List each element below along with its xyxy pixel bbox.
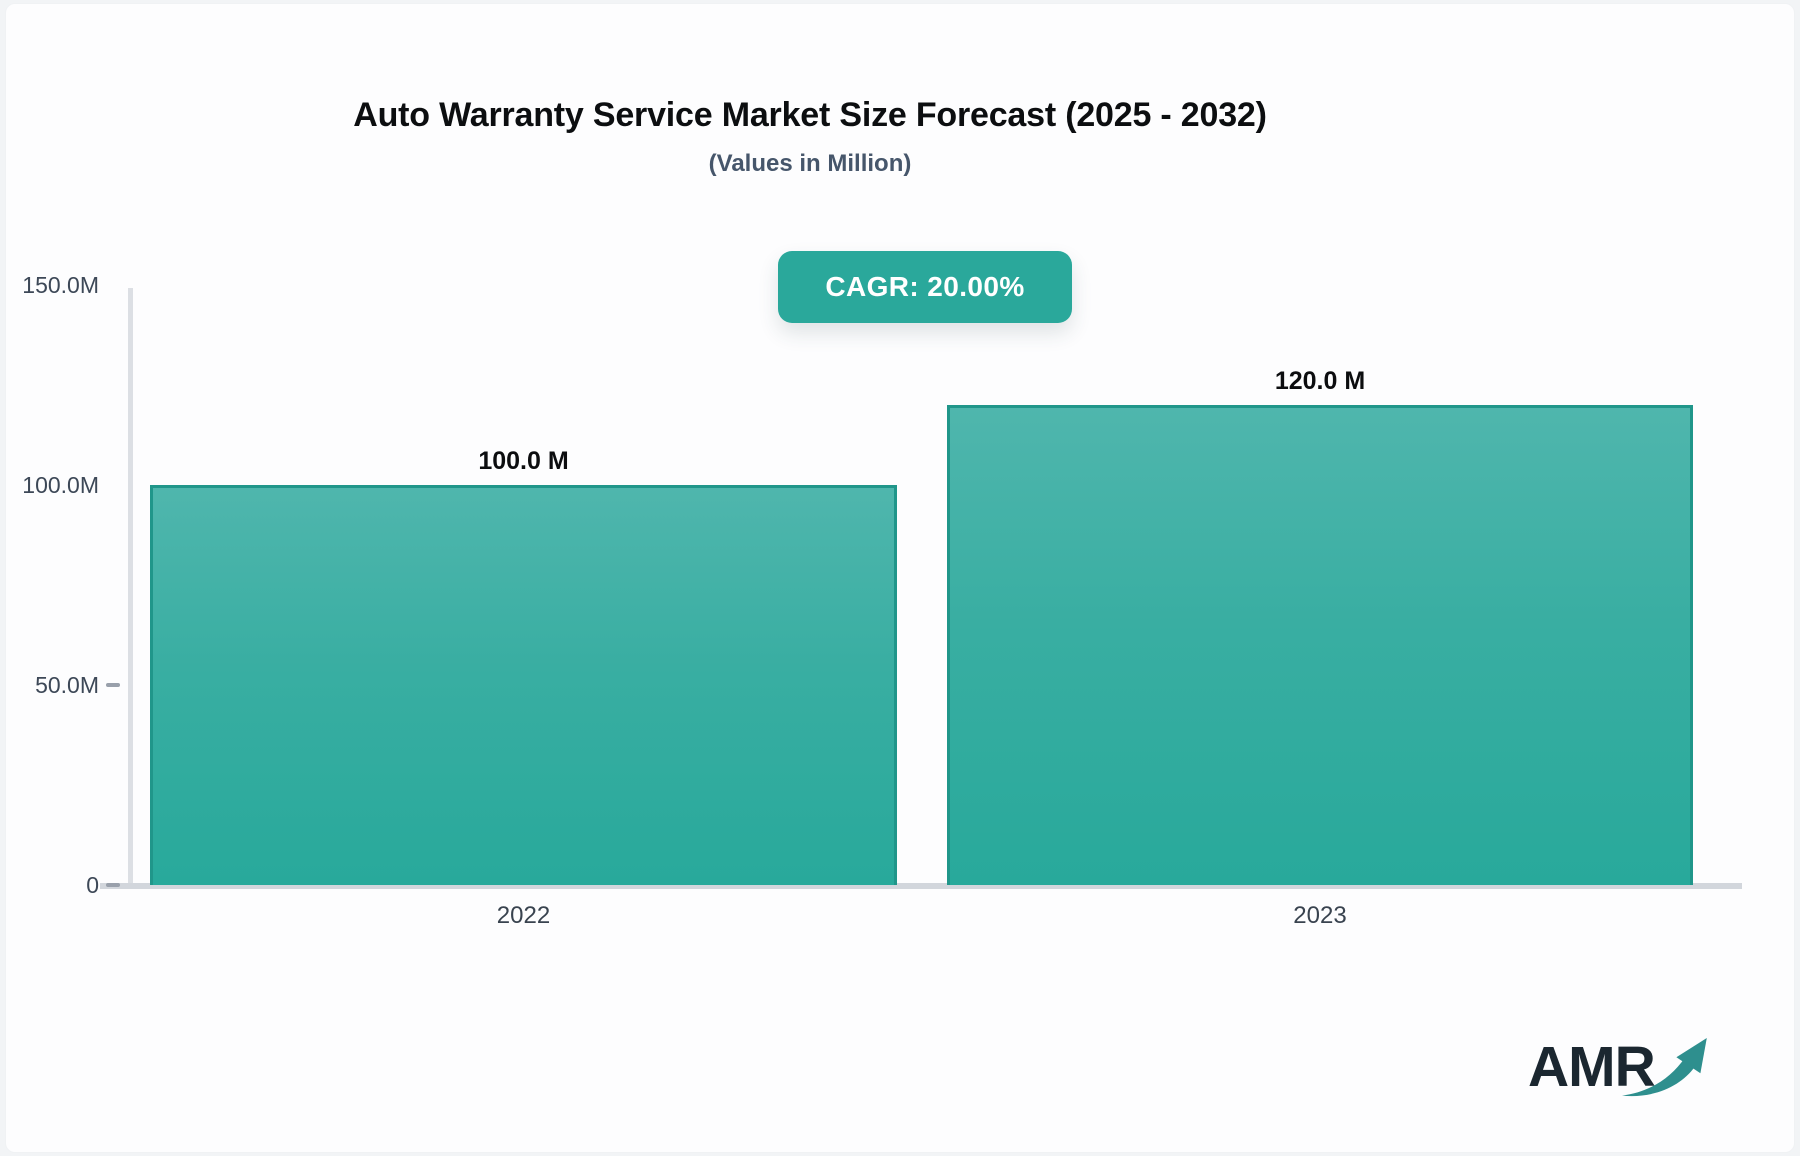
chart-title: Auto Warranty Service Market Size Foreca… [353, 96, 1267, 134]
trend-up-arrow-icon [1622, 1038, 1707, 1097]
y-tick-label: 150.0M [22, 272, 99, 298]
bar-value-label: 100.0 M [478, 447, 569, 475]
bar-2023[interactable] [947, 405, 1693, 885]
y-tick-label: 50.0M [35, 672, 99, 698]
bar-2022[interactable] [150, 485, 897, 885]
tick-mark [106, 683, 120, 687]
amr-logo: AMR [1528, 1034, 1728, 1114]
y-tick-label: 0 [86, 872, 99, 898]
bar-value-label: 120.0 M [1274, 367, 1366, 395]
y-tick-label: 100.0M [22, 472, 99, 498]
bar-group-2023: 120.0 M [947, 367, 1693, 885]
cagr-badge: CAGR: 20.00% [778, 251, 1072, 323]
y-axis-line [128, 288, 133, 889]
tick-mark [106, 883, 120, 887]
chart-subtitle: (Values in Million) [708, 150, 912, 177]
amr-logo-text: AMR [1528, 1035, 1656, 1099]
x-axis-line [100, 883, 1742, 889]
x-tick-label-2022: 2022 [496, 902, 551, 929]
bar-group-2022: 100.0 M [150, 447, 897, 885]
x-tick-label-2023: 2023 [1293, 902, 1347, 929]
